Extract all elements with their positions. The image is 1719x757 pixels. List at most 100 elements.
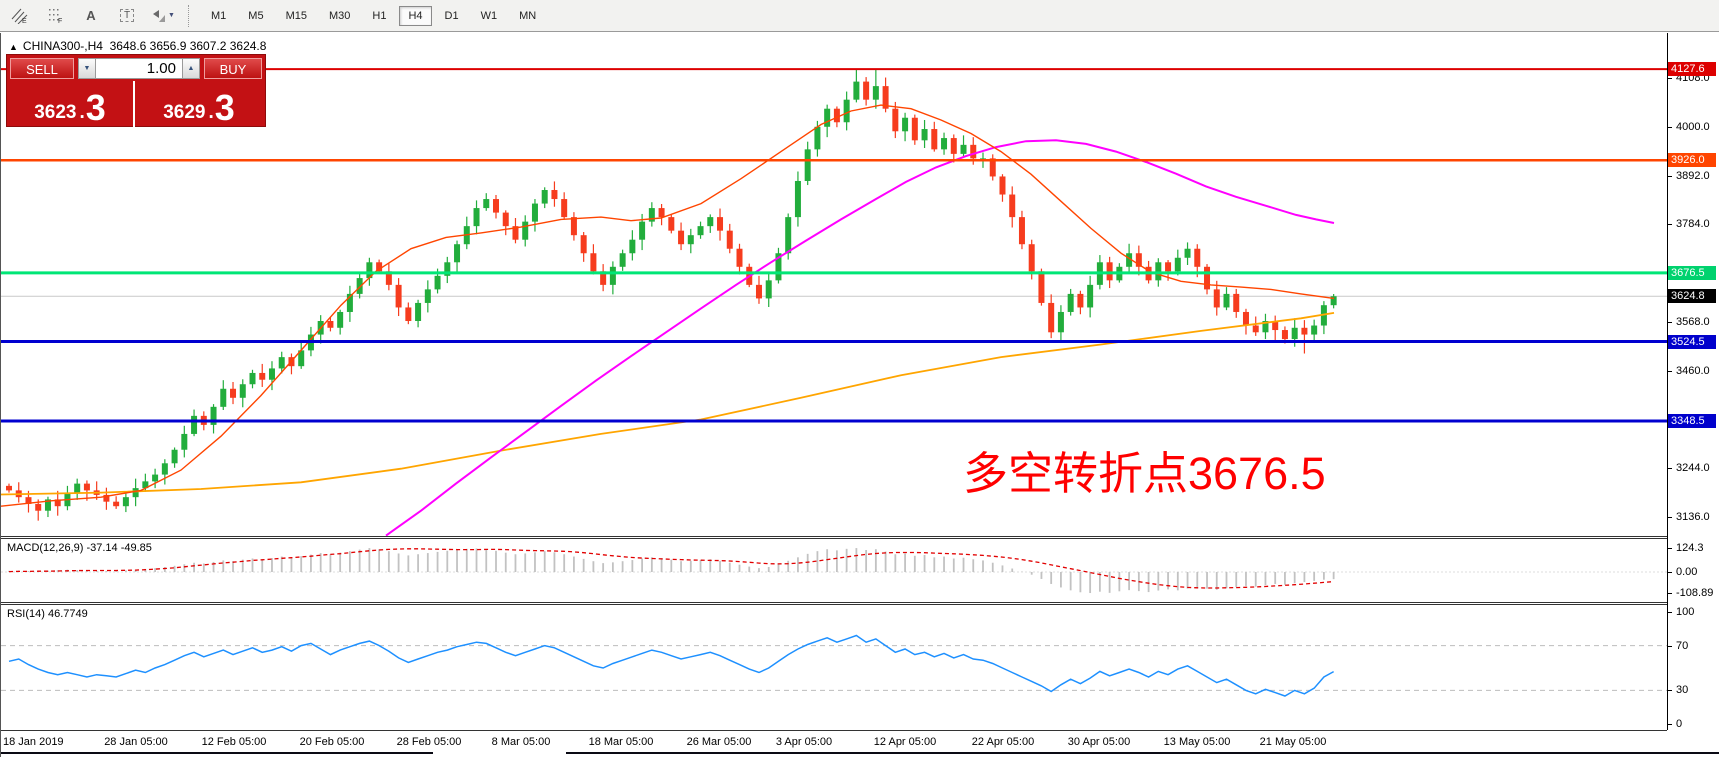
tab-timeframe-M1[interactable]: M1 <box>211 9 227 22</box>
tab-timeframe-M5[interactable]: M5 <box>248 9 264 22</box>
toolbar-separator <box>188 4 194 27</box>
collapse-icon[interactable]: ▲ <box>9 42 18 52</box>
axis-tick <box>1668 371 1672 372</box>
price-level-badge: 3676.5 <box>1668 266 1716 280</box>
axis-tick-label: 3892.0 <box>1676 170 1710 182</box>
panel-separator[interactable] <box>1 604 1667 605</box>
axis-tick-label: 30 <box>1676 684 1689 696</box>
date-label: 21 May 05:00 <box>1259 736 1327 748</box>
price-level-badge: 3624.8 <box>1668 289 1716 303</box>
date-label: 26 Mar 05:00 <box>686 736 752 748</box>
tab-timeframe-M15[interactable]: M15 <box>285 9 307 22</box>
tab-timeframe-D1[interactable]: D1 <box>444 9 459 22</box>
price-chart[interactable] <box>1 33 1667 536</box>
axis-tick <box>1668 468 1672 469</box>
sell-button[interactable]: SELL <box>10 58 74 79</box>
axis-tick <box>1668 572 1672 573</box>
arrows-shapes-tool[interactable]: ▼ <box>148 4 178 28</box>
price-level-badge: 4127.6 <box>1668 62 1716 76</box>
tab-timeframe-MN[interactable]: MN <box>519 9 537 22</box>
axis-tick <box>1668 593 1672 594</box>
chart-header: ▲ CHINA300-,H4 3648.6 3656.9 3607.2 3624.… <box>9 39 266 53</box>
toolbar: E F A T ▼ M1 M5 M15 M30 H1 H4 D1 W1 MN <box>0 0 1719 32</box>
panel-separator[interactable] <box>1 538 1667 539</box>
symbol-label: CHINA300-,H4 <box>22 39 103 53</box>
date-label: 20 Feb 05:00 <box>299 736 365 748</box>
date-label: 18 Jan 2019 <box>3 736 64 748</box>
buy-price[interactable]: 3629. 3 <box>135 81 263 127</box>
buy-price-dot: . <box>208 102 214 123</box>
volume-input[interactable]: 1.00 <box>96 58 182 79</box>
axis-tick <box>1668 517 1672 518</box>
rsi-indicator-label: RSI(14) 46.7749 <box>7 608 88 620</box>
sell-price[interactable]: 3623. 3 <box>7 81 135 127</box>
date-label: 28 Feb 05:00 <box>396 736 462 748</box>
buy-price-pip: 3 <box>214 87 235 128</box>
price-axis[interactable]: 4108.04000.03892.03784.03676.03568.03460… <box>1667 33 1719 730</box>
text-label-tool[interactable]: A <box>86 8 96 23</box>
tab-timeframe-H4[interactable]: H4 <box>399 5 432 26</box>
caret-up-icon: ▲ <box>187 65 195 72</box>
axis-tick <box>1668 724 1672 725</box>
fibonacci-tool[interactable]: F <box>40 4 70 28</box>
svg-text:F: F <box>58 18 62 24</box>
date-label: 12 Apr 05:00 <box>873 736 937 748</box>
chart-text-annotation: 多空转折点3676.5 <box>963 448 1326 499</box>
window-bottom-border <box>1 752 433 754</box>
axis-tick <box>1668 548 1672 549</box>
one-click-trading-panel: SELL ▼ 1.00 ▲ BUY 3623. 3 3629. 3 <box>6 54 266 127</box>
axis-tick-label: 3784.0 <box>1676 218 1710 230</box>
tab-timeframe-W1[interactable]: W1 <box>480 9 498 22</box>
volume-increase-button[interactable]: ▲ <box>182 58 200 79</box>
axis-tick-label: 3568.0 <box>1676 316 1710 328</box>
axis-tick <box>1668 322 1672 323</box>
axis-tick-label: -108.89 <box>1676 587 1714 599</box>
crosshair-channel-tool[interactable]: E <box>4 4 34 28</box>
macd-panel[interactable] <box>1 539 1667 602</box>
drawing-tools-group: E F A T ▼ <box>4 4 184 28</box>
panel-separator[interactable] <box>1 602 1667 603</box>
axis-tick <box>1668 127 1672 128</box>
svg-text:E: E <box>22 18 27 24</box>
date-label: 30 Apr 05:00 <box>1067 736 1131 748</box>
window-bottom-border <box>566 752 1719 754</box>
ohlc-values: 3648.6 3656.9 3607.2 3624.8 <box>109 39 267 53</box>
sell-price-main: 3623 <box>34 102 77 123</box>
axis-tick <box>1668 78 1672 79</box>
date-label: 3 Apr 05:00 <box>775 736 833 748</box>
text-box-tool[interactable]: T <box>112 4 142 28</box>
date-label: 18 Mar 05:00 <box>588 736 654 748</box>
panel-border <box>1 730 1667 731</box>
axis-tick <box>1668 224 1672 225</box>
volume-stepper: ▼ 1.00 ▲ <box>78 58 200 79</box>
axis-tick-label: 0.00 <box>1676 566 1698 578</box>
axis-tick-label: 3460.0 <box>1676 365 1710 377</box>
tab-timeframe-M30[interactable]: M30 <box>328 9 351 22</box>
macd-indicator-label: MACD(12,26,9) -37.14 -49.85 <box>7 542 152 554</box>
tab-timeframe-H1[interactable]: H1 <box>372 9 387 22</box>
axis-tick-label: 70 <box>1676 640 1689 652</box>
date-label: 12 Feb 05:00 <box>201 736 267 748</box>
axis-tick-label: 124.3 <box>1676 542 1704 554</box>
timeframe-group: M1 M5 M15 M30 H1 H4 D1 W1 MN <box>202 5 549 26</box>
sell-price-dot: . <box>79 102 85 123</box>
axis-tick-label: 3244.0 <box>1676 462 1710 474</box>
sell-price-pip: 3 <box>85 87 106 128</box>
buy-button[interactable]: BUY <box>204 58 262 79</box>
panel-separator[interactable] <box>1 536 1667 537</box>
axis-tick-label: 100 <box>1676 606 1695 618</box>
volume-decrease-button[interactable]: ▼ <box>78 58 96 79</box>
axis-tick-label: 3136.0 <box>1676 511 1710 523</box>
axis-tick <box>1668 612 1672 613</box>
chart-window: 4108.04000.03892.03784.03676.03568.03460… <box>0 33 1719 757</box>
rsi-panel[interactable] <box>1 605 1667 730</box>
axis-tick-label: 0 <box>1676 718 1683 730</box>
axis-tick <box>1668 176 1672 177</box>
date-label: 13 May 05:00 <box>1163 736 1231 748</box>
date-label: 28 Jan 05:00 <box>104 736 168 748</box>
axis-tick-label: 4000.0 <box>1676 121 1710 133</box>
date-label: 22 Apr 05:00 <box>971 736 1035 748</box>
caret-down-icon: ▼ <box>83 65 91 72</box>
time-axis[interactable]: 18 Jan 2019 28 Jan 05:00 12 Feb 05:00 20 Fe… <box>1 730 1719 757</box>
